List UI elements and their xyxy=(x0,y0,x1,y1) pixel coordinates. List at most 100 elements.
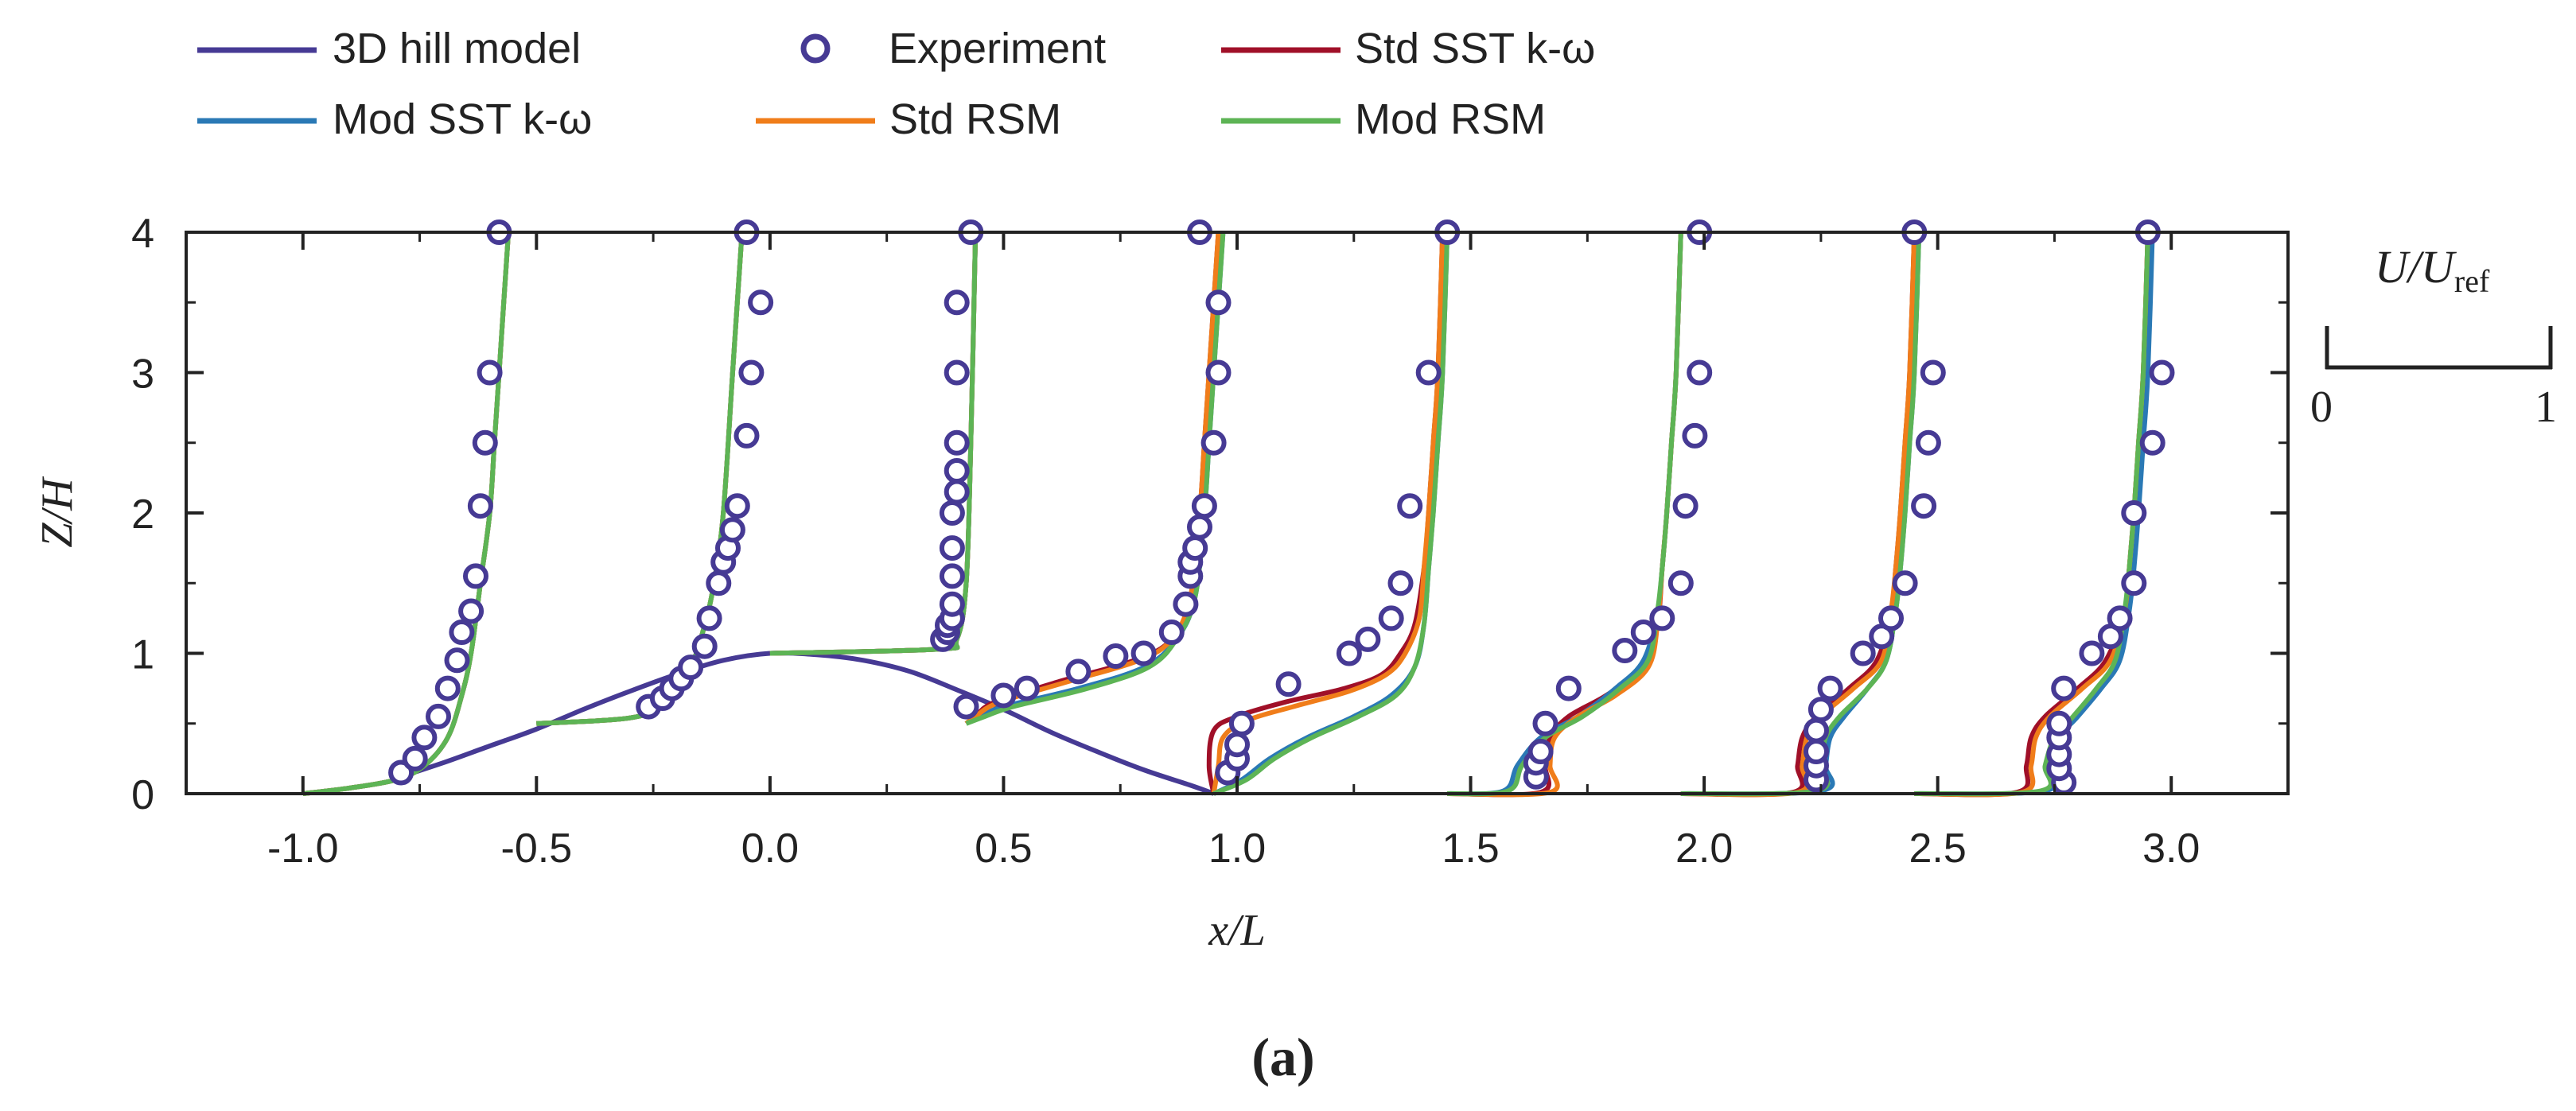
experiment-point xyxy=(1065,658,1091,685)
x-tick-label: 2.0 xyxy=(1675,825,1733,872)
experiment-point xyxy=(402,745,428,771)
series-0-profile-7 xyxy=(1914,231,2150,798)
legend-label-hill-model: 3D hill model xyxy=(333,25,581,72)
experiment-point xyxy=(733,422,760,449)
experiment-point xyxy=(939,563,965,589)
experiment-point xyxy=(2139,429,2165,456)
experiment-point xyxy=(1915,429,1941,456)
series-0-profile-5 xyxy=(1447,231,1683,798)
series-1-profile-7 xyxy=(1914,231,2155,797)
experiment-point xyxy=(467,493,493,519)
experiment-point xyxy=(1336,640,1362,666)
experiment-point xyxy=(953,693,979,720)
experiment-point xyxy=(1397,493,1423,519)
experiment-point xyxy=(411,724,438,751)
x-tick-label: 0.5 xyxy=(975,825,1032,872)
experiment-point xyxy=(1103,643,1129,669)
experiment-point xyxy=(1200,429,1227,456)
experiment-point xyxy=(2046,710,2072,736)
experiment-point xyxy=(719,517,745,543)
legend-label-mod-sst: Mod SST k-ω xyxy=(333,95,592,143)
experiment-point xyxy=(463,563,488,589)
experiment-point xyxy=(944,458,970,484)
experiment-point xyxy=(458,598,484,624)
experiment-point xyxy=(1687,359,1713,386)
series-0-profile-3 xyxy=(964,231,1221,726)
experiment-point xyxy=(434,675,461,701)
legend: 3D hill model Experiment Std SST k-ω Mod… xyxy=(197,25,1595,143)
experiment-point xyxy=(2121,500,2147,526)
experiment-point xyxy=(696,605,722,631)
experiment-point xyxy=(1850,640,1876,666)
experiment-point xyxy=(748,289,774,316)
series-1-profile-3 xyxy=(965,231,1226,726)
experiment-point xyxy=(2079,640,2105,666)
experiment-point xyxy=(477,359,503,386)
legend-marker-experiment xyxy=(800,33,831,64)
series-1-profile-5 xyxy=(1447,231,1683,797)
series-3-profile-3 xyxy=(965,231,1226,726)
series-3-profile-5 xyxy=(1447,231,1683,797)
series-2-profile-4 xyxy=(1211,231,1446,794)
experiment-point xyxy=(1804,739,1829,764)
x-axis-ticks: -1.0 -0.5 0.0 0.5 1.0 1.5 2.0 2.5 3.0 xyxy=(185,232,2290,872)
scale-bar-title-main: U/U xyxy=(2375,241,2457,293)
scale-bar-min-label: 0 xyxy=(2310,383,2333,432)
experiment-point xyxy=(449,620,475,645)
scale-bar-title-subscript: ref xyxy=(2454,263,2490,299)
x-tick-label: 1.0 xyxy=(1208,825,1266,872)
experiment-point xyxy=(1807,697,1834,723)
experiment-point xyxy=(426,703,451,729)
experiment-point xyxy=(939,591,965,617)
experiment-point xyxy=(1130,640,1157,666)
experiment-point xyxy=(1378,605,1404,631)
x-tick-label: -0.5 xyxy=(501,825,573,872)
experiment-point xyxy=(1920,359,1946,386)
y-tick-label: 0 xyxy=(131,772,154,818)
experiment-point xyxy=(1173,591,1199,617)
experiment-point xyxy=(944,479,970,505)
y-axis-ticks: 0 1 2 3 4 xyxy=(131,211,2288,818)
experiment-point xyxy=(2149,359,2175,386)
experiment-point xyxy=(444,647,470,674)
series-0-profile-6 xyxy=(1680,231,1917,798)
legend-label-std-sst: Std SST k-ω xyxy=(1355,25,1595,72)
legend-label-experiment: Experiment xyxy=(889,25,1106,72)
x-tick-label: 3.0 xyxy=(2142,825,2200,872)
experiment-point xyxy=(1191,493,1217,519)
legend-label-mod-rsm: Mod RSM xyxy=(1355,95,1546,143)
x-axis-label: x/L xyxy=(1208,906,1266,955)
y-tick-label: 3 xyxy=(131,352,154,398)
experiment-point xyxy=(1555,675,1582,701)
experiment-point xyxy=(1387,570,1414,596)
experiment-point xyxy=(944,289,970,316)
experiment-point xyxy=(1612,638,1638,663)
series-2-profile-5 xyxy=(1447,231,1683,798)
experiment-point xyxy=(2107,605,2133,631)
experiment-point xyxy=(2051,675,2077,701)
x-tick-label: -1.0 xyxy=(267,825,339,872)
experiment-point xyxy=(1228,710,1255,736)
series-3-profile-2 xyxy=(769,231,979,656)
series-1-profile-6 xyxy=(1680,231,1922,797)
experiment-point xyxy=(691,633,718,659)
series-3-profile-4 xyxy=(1212,231,1450,796)
experiment-point xyxy=(1182,535,1208,561)
experiment-point xyxy=(1667,570,1694,596)
experiment-point xyxy=(1892,570,1918,596)
experiment-point xyxy=(738,359,765,386)
experiment-point xyxy=(1682,422,1708,449)
x-tick-label: 0.0 xyxy=(741,825,799,872)
experiment-point xyxy=(1224,732,1250,758)
series-2-profile-6 xyxy=(1680,231,1917,798)
experiment-point xyxy=(2121,570,2147,596)
experiment-point xyxy=(472,429,498,456)
experiment-point xyxy=(944,429,970,456)
legend-label-std-rsm: Std RSM xyxy=(889,95,1061,143)
y-tick-label: 1 xyxy=(131,632,154,678)
scale-bar: U/Uref 0 1 xyxy=(2310,241,2557,432)
scale-bar-title: U/Uref xyxy=(2375,241,2490,299)
x-tick-label: 2.5 xyxy=(1909,825,1967,872)
experiment-point xyxy=(939,535,965,561)
